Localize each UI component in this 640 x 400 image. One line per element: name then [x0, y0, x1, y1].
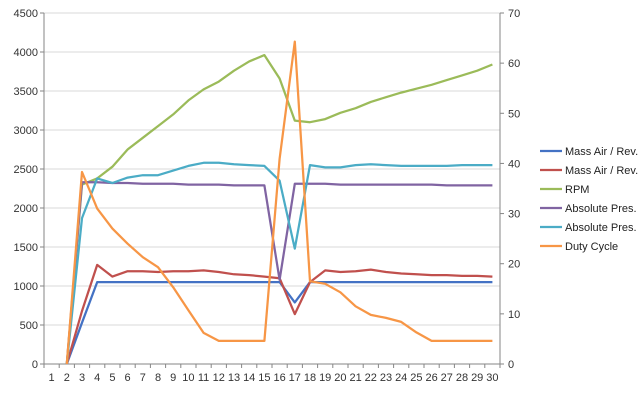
legend: Mass Air / Rev. Mass Air / Rev. RPM Absolut… — [540, 146, 638, 253]
x-axis-tick-label: 23 — [380, 372, 392, 384]
x-axis-ticks: 1 2 3 4 5 6 7 8 9 10 11 12 13 14 15 16 17 18 19 20 21 22 23 24 2… — [43, 364, 501, 384]
right-axis-tick-label: 40 — [508, 158, 520, 170]
series-line-1 — [65, 280, 493, 365]
x-axis-tick-label: 9 — [170, 372, 176, 384]
x-axis-tick-label: 28 — [456, 372, 468, 384]
x-axis-tick-label: 30 — [486, 372, 498, 384]
left-axis-ticks: 0 500 1000 1500 2000 2500 3000 3500 4000 4500 — [14, 8, 44, 371]
x-axis-tick-label: 25 — [410, 372, 422, 384]
legend-label: RPM — [565, 184, 589, 196]
x-axis-tick-label: 8 — [155, 372, 161, 384]
legend-label: Absolute Pres. — [565, 203, 637, 215]
x-axis-tick-label: 14 — [243, 372, 255, 384]
x-axis-tick-label: 18 — [304, 372, 316, 384]
x-axis-tick-label: 27 — [441, 372, 453, 384]
series-line-4 — [65, 181, 493, 365]
x-axis-tick-label: 26 — [425, 372, 437, 384]
x-axis-tick-label: 5 — [109, 372, 115, 384]
x-axis-tick-label: 3 — [79, 372, 85, 384]
x-axis-tick-label: 22 — [365, 372, 377, 384]
series-line-3 — [65, 53, 493, 365]
x-axis-tick-label: 12 — [213, 372, 225, 384]
x-axis-tick-label: 10 — [182, 372, 194, 384]
series-line-5 — [65, 161, 493, 365]
right-axis-tick-label: 30 — [508, 209, 520, 221]
x-axis-tick-label: 2 — [64, 372, 70, 384]
left-axis-tick-label: 4500 — [14, 8, 38, 20]
right-axis-tick-label: 50 — [508, 108, 520, 120]
x-axis-tick-label: 6 — [125, 372, 131, 384]
left-axis-tick-label: 4000 — [14, 47, 38, 59]
x-axis-tick-label: 21 — [349, 372, 361, 384]
x-axis-tick-label: 16 — [273, 372, 285, 384]
x-axis-tick-label: 29 — [471, 372, 483, 384]
x-axis-tick-label: 7 — [140, 372, 146, 384]
series-line-6 — [65, 40, 493, 365]
x-axis-tick-label: 20 — [334, 372, 346, 384]
legend-label: Mass Air / Rev. — [565, 165, 638, 177]
left-axis-tick-label: 1500 — [14, 242, 38, 254]
x-axis-tick-label: 24 — [395, 372, 407, 384]
x-axis-tick-label: 13 — [228, 372, 240, 384]
x-axis-tick-label: 4 — [94, 372, 100, 384]
left-axis-tick-label: 3500 — [14, 86, 38, 98]
left-axis-tick-label: 500 — [20, 320, 38, 332]
gridlines — [44, 12, 500, 326]
legend-label: Absolute Pres. — [565, 222, 637, 234]
left-axis-tick-label: 3000 — [14, 125, 38, 137]
right-axis-tick-label: 0 — [508, 359, 514, 371]
series-lines — [65, 40, 493, 365]
left-axis-tick-label: 1000 — [14, 281, 38, 293]
right-axis-tick-label: 10 — [508, 309, 520, 321]
left-axis-tick-label: 2000 — [14, 203, 38, 215]
x-axis-tick-label: 17 — [289, 372, 301, 384]
right-axis-tick-label: 20 — [508, 259, 520, 271]
right-axis-tick-label: 60 — [508, 58, 520, 70]
legend-label: Mass Air / Rev. — [565, 146, 638, 158]
left-axis-tick-label: 0 — [32, 359, 38, 371]
left-axis-tick-label: 2500 — [14, 164, 38, 176]
right-axis-ticks: 0 10 20 30 40 50 60 70 — [500, 8, 520, 371]
x-axis-tick-label: 15 — [258, 372, 270, 384]
right-axis-tick-label: 70 — [508, 8, 520, 20]
legend-label: Duty Cycle — [565, 241, 618, 253]
x-axis-tick-label: 19 — [319, 372, 331, 384]
x-axis-tick-label: 11 — [198, 372, 209, 384]
x-axis-tick-label: 1 — [49, 372, 55, 384]
